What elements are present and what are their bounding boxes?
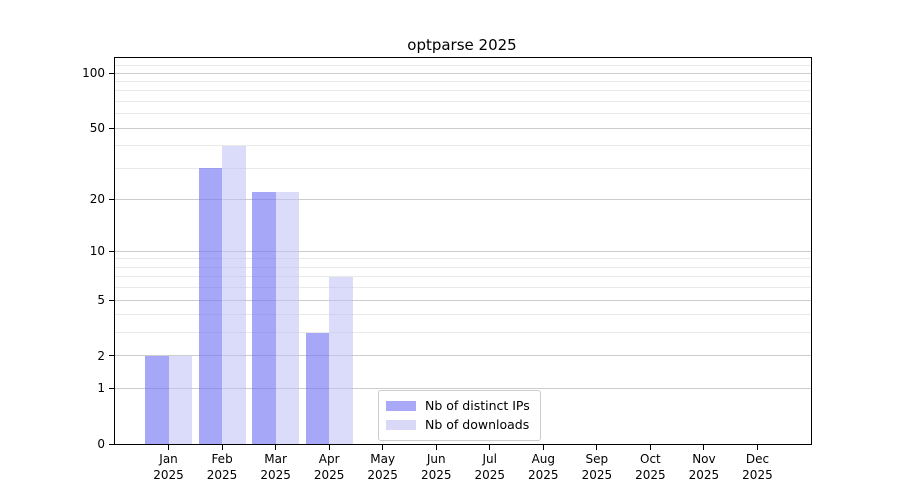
legend-swatch-distinct-ips (386, 400, 416, 411)
bar-downloads (329, 276, 353, 444)
x-tick-label: Jan 2025 (153, 452, 184, 482)
y-tick-mark (109, 355, 114, 357)
legend-label-downloads: Nb of downloads (425, 417, 530, 432)
y-gridline-minor (115, 266, 811, 268)
x-tick-label: Jul 2025 (474, 452, 506, 482)
legend-swatch-downloads (386, 419, 416, 430)
x-tick-mark (542, 445, 544, 450)
y-tick-label: 10 (89, 244, 105, 259)
x-tick-mark (221, 445, 223, 450)
chart-title: optparse 2025 (407, 36, 517, 54)
plot-area: 0 1 2 5 10 20 50 100 Jan 2025 Feb 2025 Mar 2025 Apr… (82, 57, 812, 482)
x-tick-label: Dec 2025 (742, 452, 773, 482)
x-tick-label: Aug 2025 (528, 452, 559, 482)
y-gridline-major (115, 250, 811, 252)
y-gridline-minor (115, 258, 811, 260)
x-tick-label: May 2025 (367, 452, 398, 482)
y-gridline-minor (115, 332, 811, 334)
x-tick-label: Apr 2025 (313, 452, 345, 482)
y-gridline-minor (115, 81, 811, 83)
x-tick-mark (275, 445, 277, 450)
y-tick-label: 1 (97, 381, 105, 396)
y-gridline-minor (115, 276, 811, 278)
x-tick-mark (596, 445, 598, 450)
y-gridline-minor (115, 90, 811, 92)
bar-downloads (168, 355, 193, 444)
legend: Nb of distinct IPs Nb of downloads (378, 390, 541, 441)
y-gridline-major (115, 198, 811, 200)
y-tick-label: 5 (97, 293, 105, 308)
x-tick-mark (756, 445, 758, 450)
legend-item-distinct-ips: Nb of distinct IPs (386, 396, 530, 415)
y-tick-mark (109, 250, 114, 252)
bar-downloads (222, 145, 246, 444)
y-gridline-minor (115, 100, 811, 102)
y-gridline-major (115, 72, 811, 74)
y-gridline-major (115, 127, 811, 129)
x-tick-mark (382, 445, 384, 450)
x-tick-label: Sep 2025 (581, 452, 613, 482)
y-gridline-minor (115, 167, 811, 169)
x-tick-label: Feb 2025 (206, 452, 238, 482)
y-tick-mark (109, 443, 114, 445)
x-tick-mark (328, 445, 330, 450)
x-tick-label: Mar 2025 (260, 452, 291, 482)
bar-downloads (275, 192, 300, 444)
y-gridline-minor (115, 65, 811, 67)
y-gridline-major (115, 299, 811, 301)
y-gridline-minor (115, 113, 811, 115)
y-tick-mark (109, 198, 114, 200)
y-tick-mark (109, 72, 114, 74)
gridlines-layer (115, 58, 811, 444)
y-gridline-minor (115, 145, 811, 147)
y-gridline-major (115, 355, 811, 357)
x-tick-mark (489, 445, 491, 450)
y-tick-label: 20 (89, 192, 105, 207)
y-gridline-major (115, 387, 811, 389)
bar-distinct-ips (198, 168, 223, 444)
x-tick-mark (435, 445, 437, 450)
x-tick-label: Jun 2025 (420, 452, 452, 482)
y-tick-label: 50 (89, 121, 105, 136)
y-tick-mark (109, 299, 114, 301)
y-tick-label: 100 (82, 66, 105, 81)
y-tick-label: 2 (97, 348, 105, 363)
y-tick-mark (109, 127, 114, 129)
x-tick-label: Nov 2025 (688, 452, 720, 482)
bars-layer (115, 58, 811, 444)
x-tick-label: Oct 2025 (635, 452, 666, 482)
y-tick-label: 0 (97, 437, 105, 451)
bar-distinct-ips (305, 332, 330, 444)
legend-label-distinct-ips: Nb of distinct IPs (425, 398, 530, 413)
x-tick-mark (168, 445, 170, 450)
y-gridline-minor (115, 314, 811, 316)
bar-distinct-ips (252, 192, 276, 444)
bar-distinct-ips (145, 355, 169, 444)
x-tick-mark (703, 445, 705, 450)
y-gridline-minor (115, 287, 811, 289)
x-tick-mark (649, 445, 651, 450)
y-tick-mark (109, 387, 114, 389)
legend-item-downloads: Nb of downloads (386, 415, 530, 434)
axes-layer: 0 1 2 5 10 20 50 100 Jan 2025 Feb 2025 Mar 2025 Apr… (82, 58, 811, 481)
